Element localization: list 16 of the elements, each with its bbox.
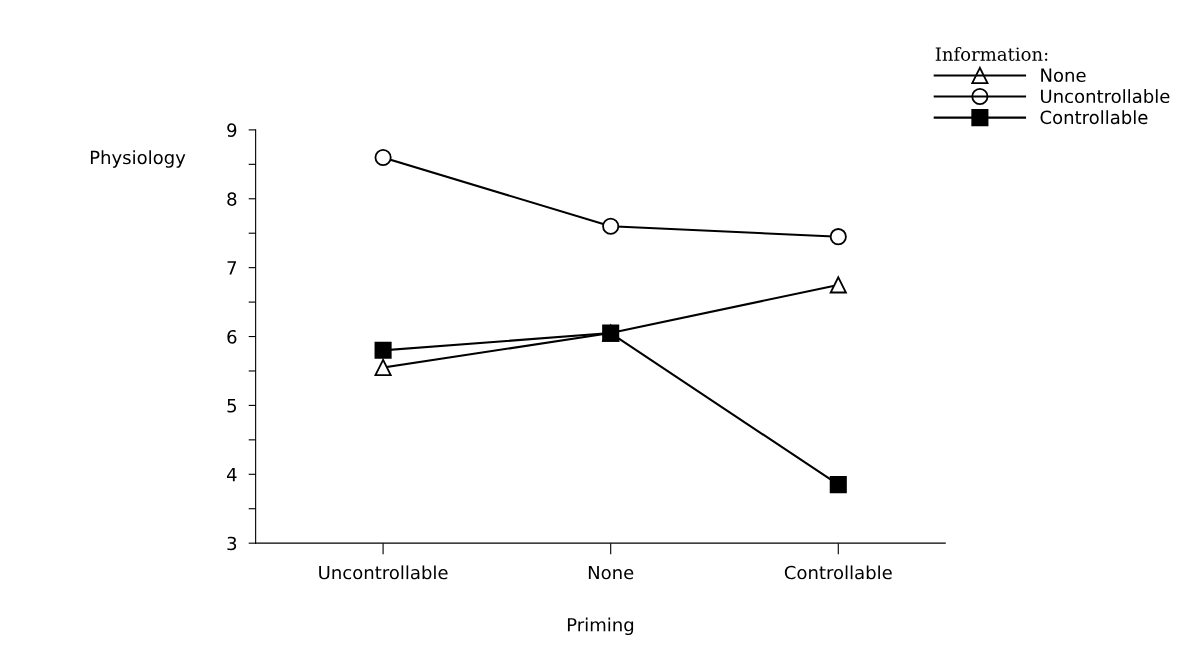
x-tick-label: Controllable: [784, 565, 892, 580]
legend-title: Information:: [935, 46, 1048, 61]
y-tick-label: 3: [227, 536, 237, 551]
y-tick-label: 9: [227, 123, 237, 137]
y-tick-label: 4: [226, 467, 237, 482]
y-tick-label: 5: [227, 399, 236, 413]
legend-label: Uncontrollable: [1041, 89, 1170, 104]
x-tick-label: Uncontrollable: [319, 565, 448, 580]
x-axis-title: Priming: [567, 617, 634, 636]
y-tick-label: 7: [227, 261, 237, 275]
y-tick-label: 8: [227, 192, 237, 206]
legend-label: Controllable: [1040, 110, 1148, 125]
legend-label: None: [1041, 68, 1086, 83]
x-tick-label: None: [588, 565, 634, 580]
y-tick-label: 6: [227, 329, 237, 344]
y-axis-title: Physiology: [90, 150, 186, 168]
